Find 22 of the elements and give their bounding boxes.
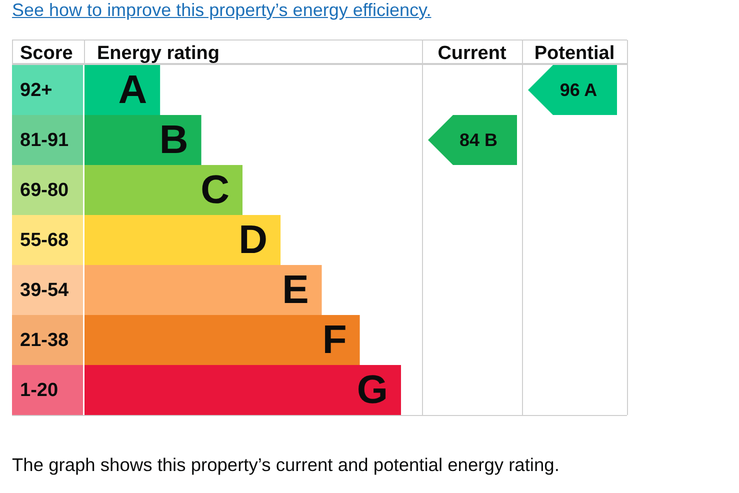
text: See how to improve this property’s energy efficiency. (12, 0, 432, 20)
text: The graph shows this property’s current and potential energy rating. (12, 454, 560, 476)
y-tick-label: 1-20 (20, 380, 58, 400)
text: 84 B (459, 130, 498, 150)
annotation: A (118, 68, 148, 112)
text: Current (438, 43, 507, 64)
y-tick-label: 69-80 (20, 180, 69, 200)
text: 96 A (560, 80, 598, 100)
y-tick-label: 92+ (20, 80, 52, 100)
y-tick-label: 21-38 (20, 330, 69, 350)
text: Potential (534, 43, 615, 64)
annotation: F (322, 318, 347, 362)
annotation: G (356, 368, 388, 412)
y-tick-label: 39-54 (20, 280, 70, 300)
annotation: D (238, 218, 268, 262)
y-tick-label: 55-68 (20, 230, 69, 250)
y-axis-title: Score (20, 43, 73, 64)
annotation: E (282, 268, 309, 312)
y-tick-label: 81-91 (20, 130, 70, 150)
annotation: B (159, 118, 188, 162)
annotation: C (200, 168, 230, 212)
x-axis-title: Energy rating (97, 43, 220, 64)
